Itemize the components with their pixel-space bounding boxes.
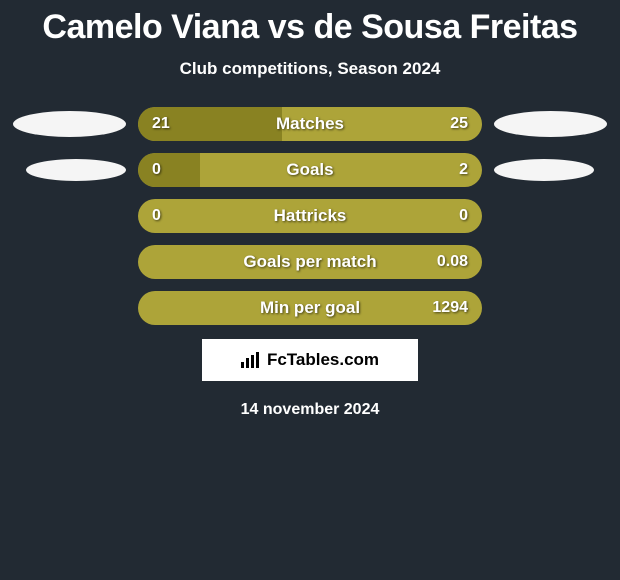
stat-label: Min per goal [260, 298, 360, 318]
stat-label: Goals per match [243, 252, 376, 272]
date-line: 14 november 2024 [0, 401, 620, 419]
stat-value-left: 0 [152, 161, 161, 179]
stat-label: Goals [286, 160, 333, 180]
stat-value-right: 2 [459, 161, 468, 179]
stat-value-right: 1294 [432, 299, 468, 317]
stat-bar: Goals 0 2 [138, 153, 482, 187]
stat-value-right: 25 [450, 115, 468, 133]
stat-bar: Min per goal 1294 [138, 291, 482, 325]
stat-bar: Goals per match 0.08 [138, 245, 482, 279]
stat-label: Matches [276, 114, 344, 134]
bar-fill-left [138, 153, 200, 187]
player-right-marker [494, 159, 594, 181]
comparison-row: Hattricks 0 0 [0, 199, 620, 233]
stat-value-left: 0 [152, 207, 161, 225]
subtitle: Club competitions, Season 2024 [0, 59, 620, 79]
player-left-marker [26, 159, 126, 181]
bar-chart-icon [241, 352, 261, 368]
stat-value-right: 0.08 [437, 253, 468, 271]
page-title: Camelo Viana vs de Sousa Freitas [0, 0, 620, 47]
comparison-row: Goals 0 2 [0, 153, 620, 187]
stat-bar: Matches 21 25 [138, 107, 482, 141]
stat-bar: Hattricks 0 0 [138, 199, 482, 233]
stat-value-left: 21 [152, 115, 170, 133]
logo-label: FcTables.com [267, 350, 379, 370]
stat-value-right: 0 [459, 207, 468, 225]
player-left-marker [13, 111, 126, 137]
comparison-row: Matches 21 25 [0, 107, 620, 141]
comparison-row: Goals per match 0.08 [0, 245, 620, 279]
comparison-row: Min per goal 1294 [0, 291, 620, 325]
stat-label: Hattricks [274, 206, 347, 226]
logo-text: FcTables.com [241, 350, 379, 370]
logo-card: FcTables.com [202, 339, 418, 381]
comparison-chart: Matches 21 25 Goals 0 2 Hattricks 0 0 Goals per m… [0, 107, 620, 325]
player-right-marker [494, 111, 607, 137]
